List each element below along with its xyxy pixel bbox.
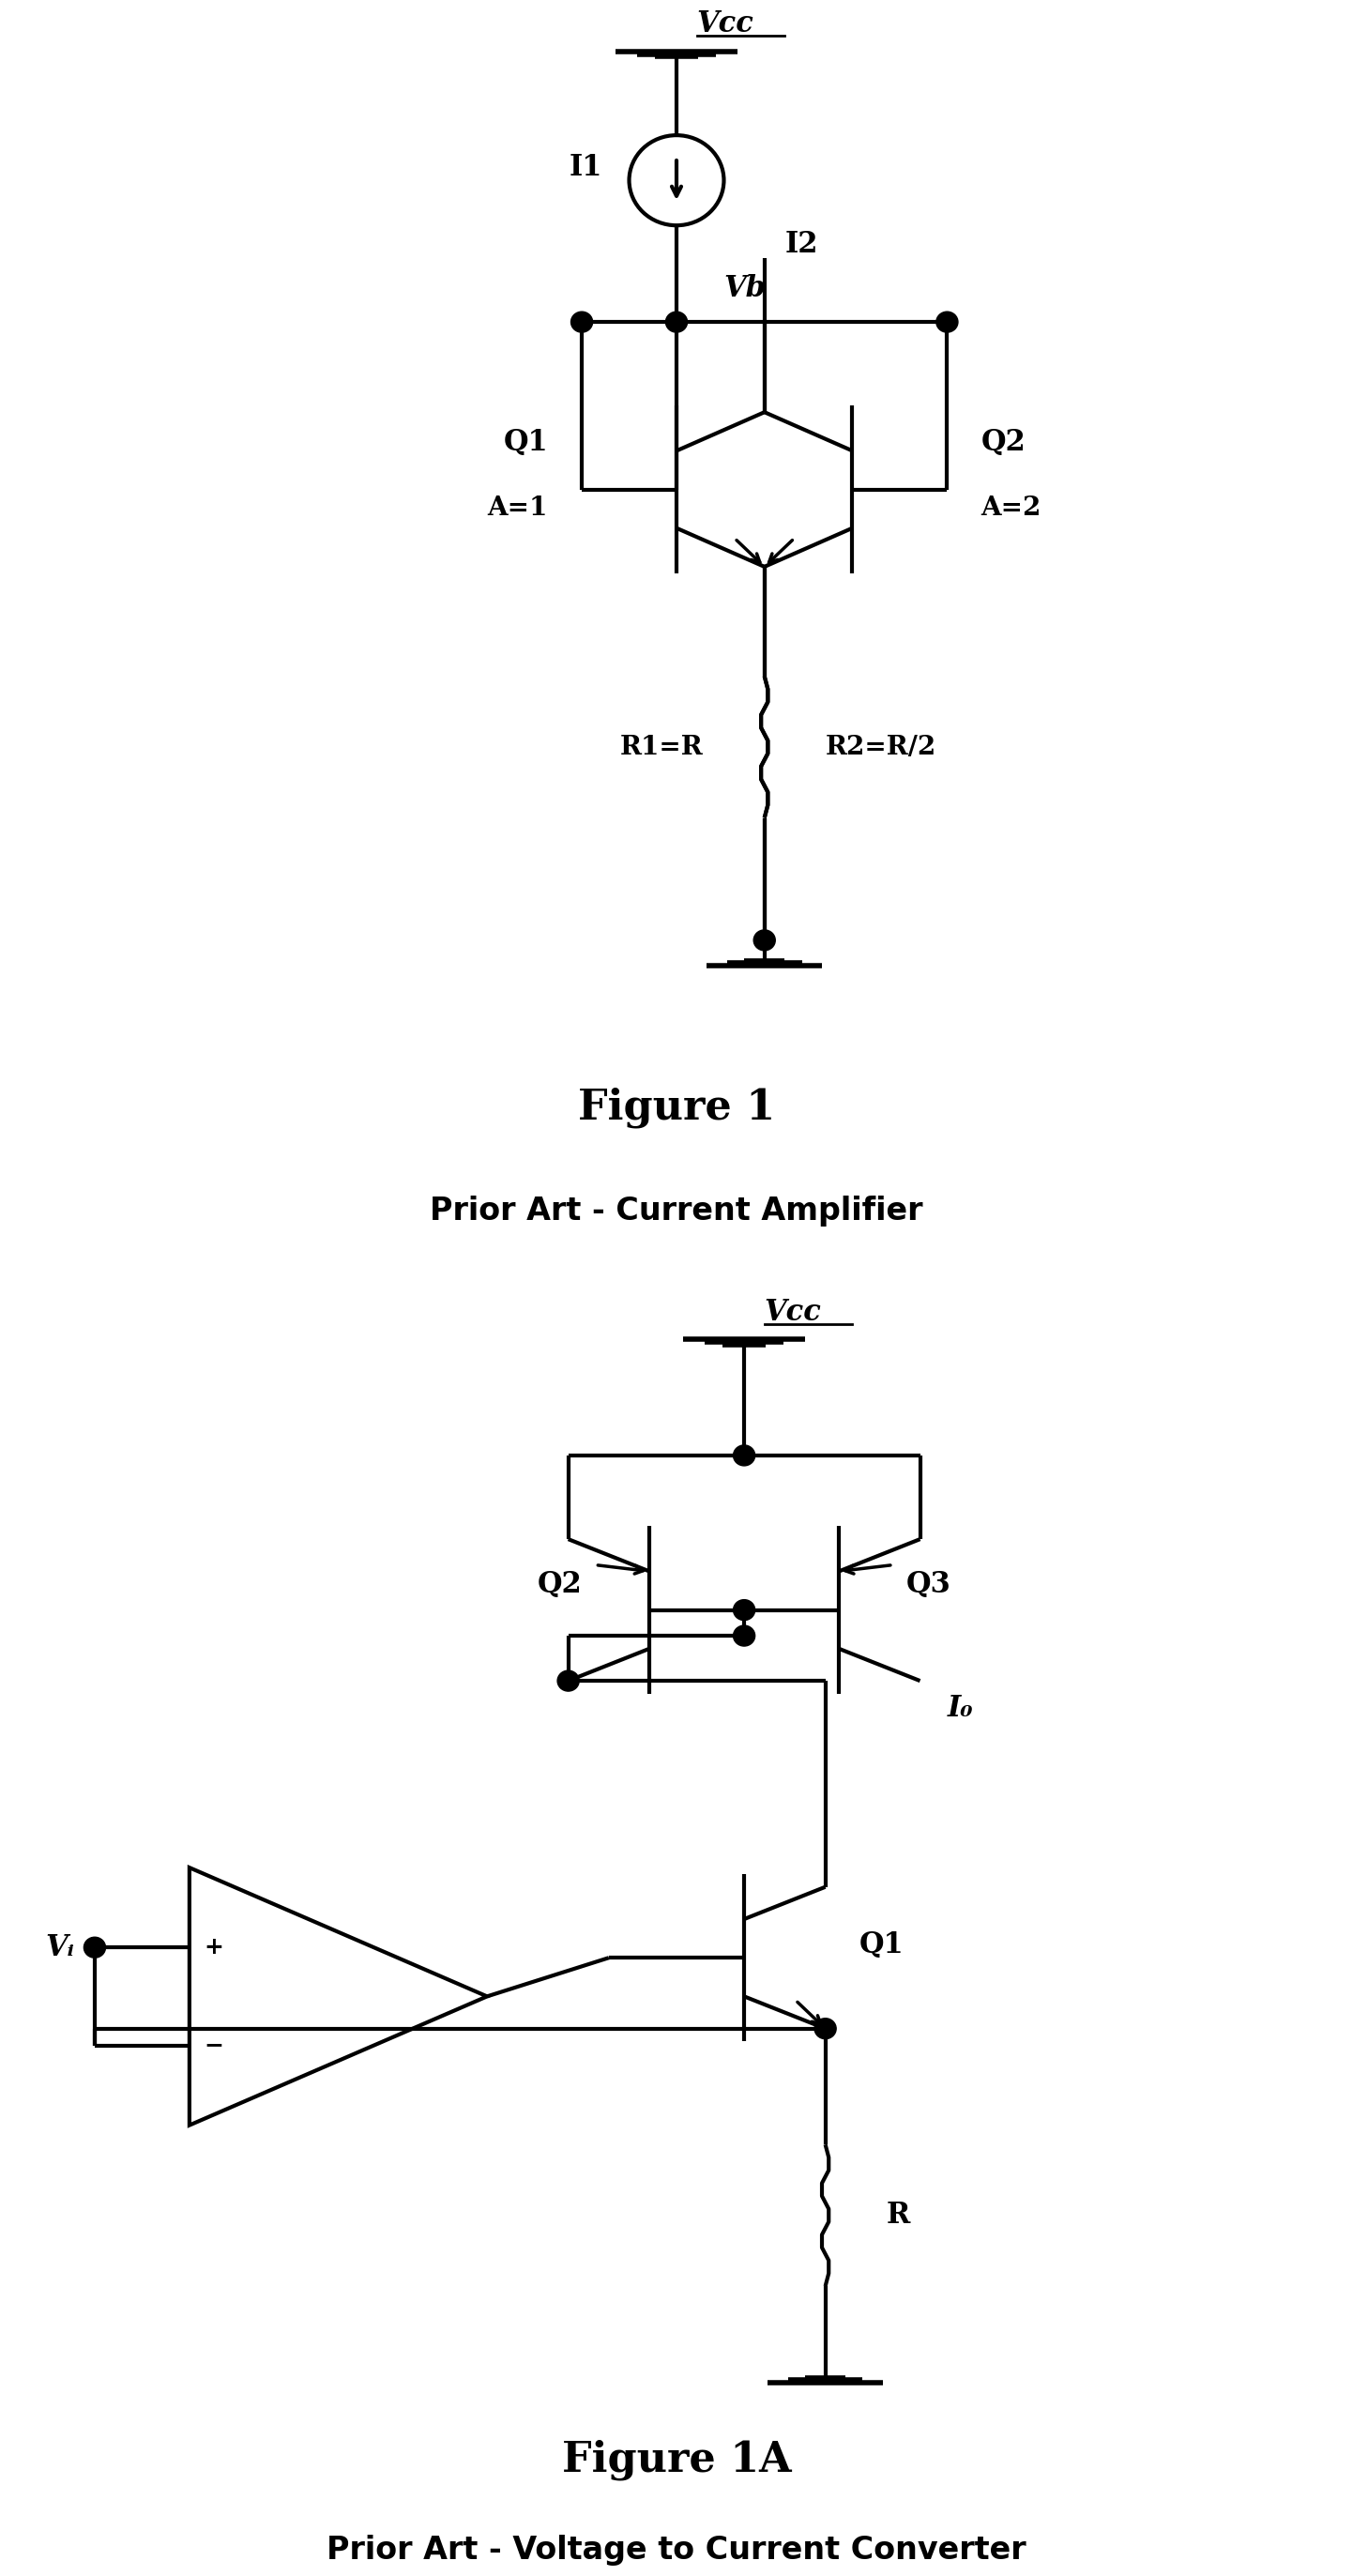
Text: Figure 1A: Figure 1A bbox=[561, 2439, 792, 2481]
Text: R: R bbox=[886, 2200, 911, 2231]
Text: Figure 1: Figure 1 bbox=[578, 1087, 775, 1128]
Circle shape bbox=[733, 1625, 755, 1646]
Text: Q1: Q1 bbox=[859, 1929, 904, 1960]
Circle shape bbox=[733, 1445, 755, 1466]
Circle shape bbox=[936, 312, 958, 332]
Text: R2=R/2: R2=R/2 bbox=[825, 734, 936, 760]
Text: I1: I1 bbox=[568, 152, 602, 183]
Circle shape bbox=[557, 1669, 579, 1690]
Text: Vcc: Vcc bbox=[697, 10, 754, 39]
Text: Q1: Q1 bbox=[503, 428, 548, 459]
Text: Q2: Q2 bbox=[981, 428, 1026, 459]
Text: Q3: Q3 bbox=[907, 1569, 951, 1600]
Text: Vcc: Vcc bbox=[764, 1298, 821, 1327]
Text: A=1: A=1 bbox=[487, 495, 548, 520]
Circle shape bbox=[84, 1937, 106, 1958]
Text: −: − bbox=[204, 2035, 223, 2056]
Text: Vb: Vb bbox=[724, 273, 766, 301]
Text: Prior Art - Voltage to Current Converter: Prior Art - Voltage to Current Converter bbox=[326, 2535, 1027, 2566]
Circle shape bbox=[571, 312, 593, 332]
Text: R1=R: R1=R bbox=[620, 734, 704, 760]
Circle shape bbox=[815, 2020, 836, 2040]
Text: +: + bbox=[204, 1937, 223, 1958]
Text: Q2: Q2 bbox=[537, 1569, 582, 1600]
Circle shape bbox=[733, 1600, 755, 1620]
Text: I₀: I₀ bbox=[947, 1695, 973, 1723]
Circle shape bbox=[754, 930, 775, 951]
Text: A=2: A=2 bbox=[981, 495, 1042, 520]
Text: Vᵢ: Vᵢ bbox=[46, 1932, 74, 1963]
Circle shape bbox=[666, 312, 687, 332]
Text: I2: I2 bbox=[785, 229, 819, 260]
Text: Prior Art - Current Amplifier: Prior Art - Current Amplifier bbox=[430, 1195, 923, 1226]
